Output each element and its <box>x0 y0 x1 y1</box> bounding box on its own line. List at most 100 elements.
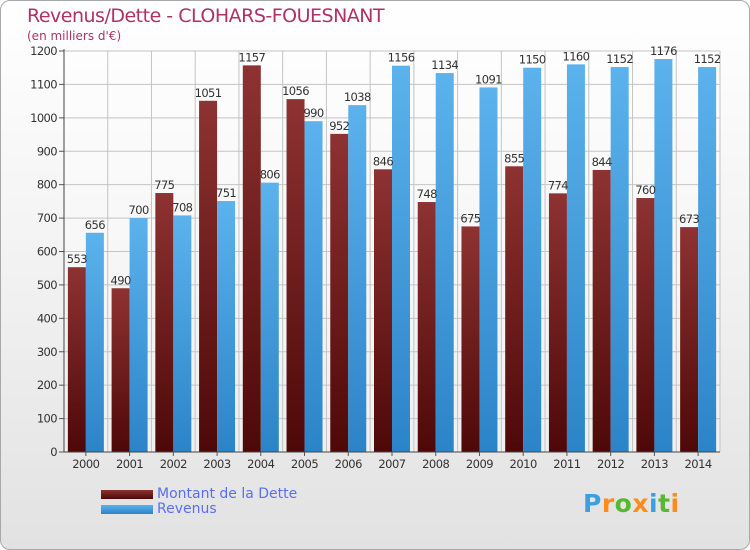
data-label-revenus: 656 <box>85 218 105 232</box>
legend-label-revenus: Revenus <box>157 501 217 517</box>
data-label-dette: 1157 <box>238 50 265 64</box>
x-tick-label: 2000 <box>72 457 99 471</box>
logo-letter: r <box>601 489 615 518</box>
data-label-dette: 774 <box>548 178 568 192</box>
logo-letter: i <box>649 489 659 518</box>
legend-swatch-revenus <box>101 505 153 514</box>
y-tick-label: 300 <box>37 345 57 359</box>
data-label-revenus: 1091 <box>475 72 502 86</box>
logo-letter: t <box>658 489 671 518</box>
x-tick-label: 2012 <box>597 457 624 471</box>
y-tick-label: 500 <box>37 278 57 292</box>
bar-revenus <box>479 87 498 452</box>
bar-dette <box>330 133 349 452</box>
bar-dette <box>111 288 130 452</box>
bar-revenus <box>85 232 104 452</box>
bar-revenus <box>129 218 148 452</box>
data-label-revenus: 1152 <box>694 52 721 66</box>
y-tick-label: 400 <box>37 311 57 325</box>
bar-dette <box>636 198 655 452</box>
data-label-dette: 553 <box>67 252 87 266</box>
x-tick-label: 2006 <box>335 457 362 471</box>
data-label-revenus: 1134 <box>431 58 458 72</box>
data-label-revenus: 1150 <box>519 53 546 67</box>
legend-swatch-dette <box>101 490 153 499</box>
data-label-dette: 846 <box>373 154 393 168</box>
logo-letter: P <box>583 489 602 518</box>
y-tick-label: 800 <box>37 178 57 192</box>
bar-revenus <box>304 121 323 453</box>
y-tick-label: 600 <box>37 245 57 259</box>
data-label-dette: 844 <box>592 155 612 169</box>
x-tick-label: 2001 <box>116 457 143 471</box>
x-tick-label: 2007 <box>378 457 405 471</box>
x-tick-label: 2011 <box>553 457 580 471</box>
data-label-dette: 1051 <box>195 86 222 100</box>
data-label-dette: 775 <box>154 178 174 192</box>
bar-dette <box>155 193 174 453</box>
data-label-dette: 490 <box>111 273 131 287</box>
y-tick-label: 700 <box>37 211 57 225</box>
bar-dette <box>548 193 567 453</box>
y-tick-label: 100 <box>37 412 57 426</box>
y-tick-label: 1000 <box>30 111 57 125</box>
bar-revenus <box>698 67 717 452</box>
bar-revenus <box>654 59 673 453</box>
chart-title: Revenus/Dette - CLOHARS-FOUESNANT <box>27 5 385 27</box>
bar-revenus <box>435 73 454 453</box>
x-tick-label: 2005 <box>291 457 318 471</box>
logo-letter: o <box>614 489 633 518</box>
bar-revenus <box>217 201 236 452</box>
proxiti-logo: Proxiti <box>583 489 680 518</box>
data-label-revenus: 990 <box>303 106 323 120</box>
data-label-revenus: 708 <box>172 200 192 214</box>
chart-subtitle: (en milliers d'€) <box>27 29 122 43</box>
bar-dette <box>461 226 480 452</box>
bar-dette <box>67 267 86 452</box>
x-tick-label: 2008 <box>422 457 449 471</box>
y-tick-label: 200 <box>37 378 57 392</box>
data-label-dette: 952 <box>329 119 349 133</box>
bar-revenus <box>348 105 367 452</box>
bar-revenus <box>566 64 585 452</box>
x-tick-label: 2013 <box>641 457 668 471</box>
data-label-revenus: 1176 <box>650 44 677 58</box>
x-tick-label: 2002 <box>160 457 187 471</box>
data-label-revenus: 1156 <box>388 51 415 65</box>
bar-revenus <box>523 67 542 452</box>
y-tick-label: 0 <box>50 445 57 459</box>
y-tick-label: 1100 <box>30 77 57 91</box>
bar-dette <box>680 227 699 452</box>
x-tick-label: 2010 <box>510 457 537 471</box>
bar-revenus <box>392 65 410 452</box>
data-label-dette: 748 <box>417 187 437 201</box>
data-label-revenus: 1038 <box>344 90 371 104</box>
x-tick-label: 2009 <box>466 457 493 471</box>
data-label-dette: 675 <box>460 211 480 225</box>
bar-dette <box>417 202 436 452</box>
bar-dette <box>374 169 392 453</box>
logo-letter: i <box>670 489 680 518</box>
bar-dette <box>286 99 305 453</box>
x-tick-label: 2014 <box>684 457 711 471</box>
data-label-revenus: 700 <box>129 203 149 217</box>
x-tick-label: 2003 <box>203 457 230 471</box>
bar-dette <box>592 169 611 453</box>
data-label-dette: 673 <box>679 212 699 226</box>
x-tick-label: 2004 <box>247 457 274 471</box>
data-label-revenus: 806 <box>260 168 280 182</box>
logo-letter: x <box>632 489 649 518</box>
bar-dette <box>505 166 524 452</box>
bar-dette <box>242 65 261 452</box>
bar-revenus <box>610 67 629 452</box>
bar-revenus <box>260 182 279 452</box>
data-label-revenus: 1160 <box>562 49 589 63</box>
data-label-dette: 855 <box>504 151 524 165</box>
legend-label-dette: Montant de la Dette <box>157 486 298 502</box>
bar-revenus <box>173 215 192 452</box>
data-label-dette: 1056 <box>282 84 309 98</box>
data-label-dette: 760 <box>635 183 655 197</box>
y-tick-label: 1200 <box>30 44 57 58</box>
y-tick-label: 900 <box>37 144 57 158</box>
